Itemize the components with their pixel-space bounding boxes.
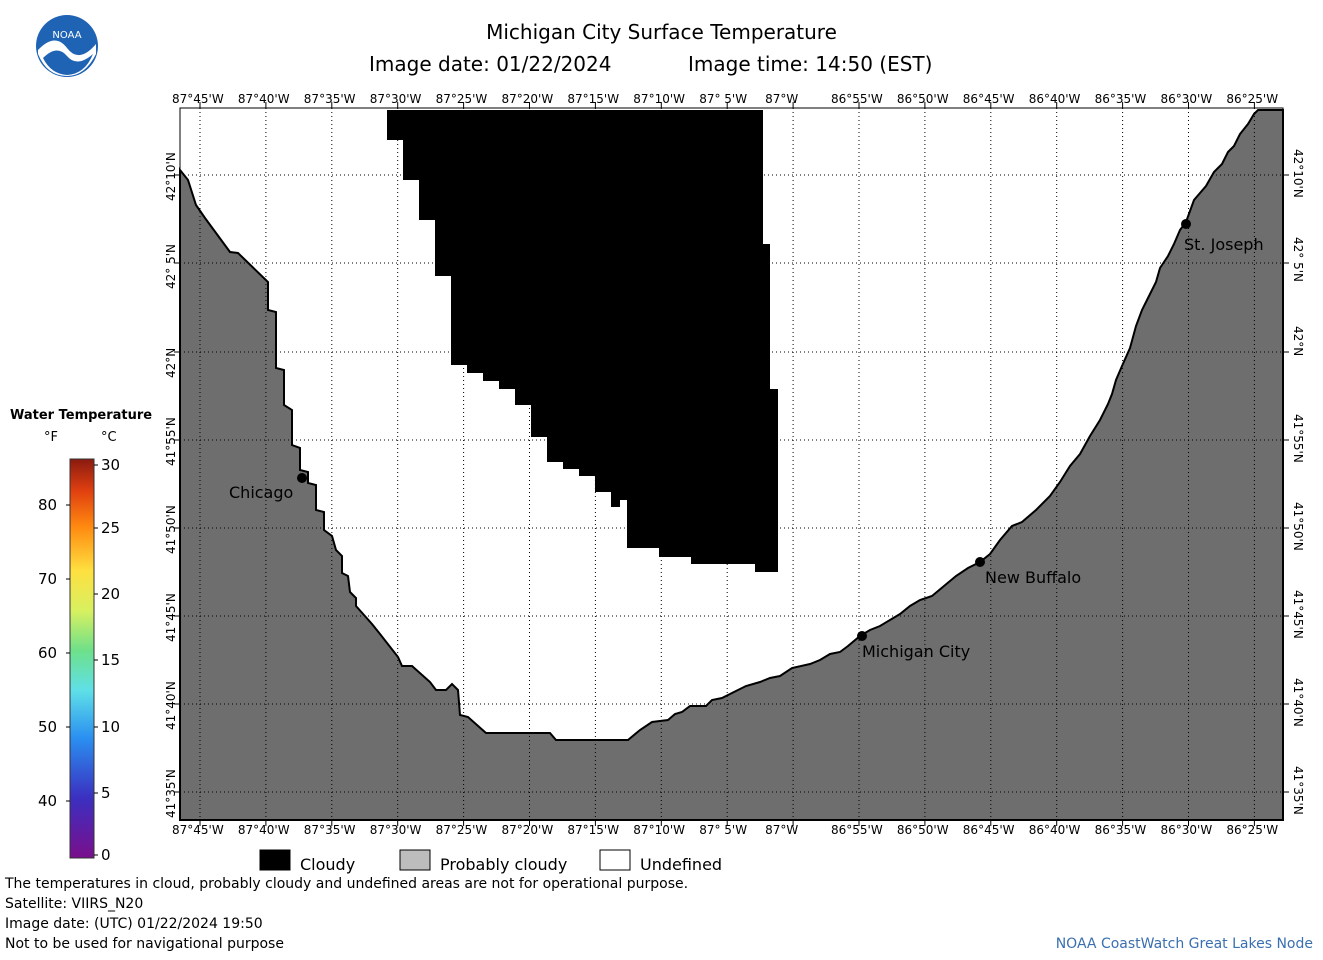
colorbar-c-tick: 30	[101, 456, 121, 474]
footer-credit: NOAA CoastWatch Great Lakes Node	[1055, 936, 1313, 952]
city-label-new-buffalo: New Buffalo	[985, 568, 1081, 587]
city-label-chicago: Chicago	[229, 483, 293, 502]
latitude-tick-label: 41°45'N	[164, 593, 178, 642]
longitude-tick-label: 86°45'W	[962, 92, 1015, 106]
city-marker-st-joseph	[1181, 219, 1191, 229]
frame-ticks	[174, 102, 1289, 826]
latitude-tick-label: 42°N	[1291, 326, 1305, 357]
longitude-tick-label: 87°25'W	[435, 92, 488, 106]
latitude-tick-label: 41°55'N	[164, 417, 178, 466]
longitude-tick-label: 87°20'W	[501, 823, 554, 837]
city-label-st-joseph: St. Joseph	[1184, 235, 1264, 254]
colorbar-f-tick: 40	[38, 792, 58, 810]
longitude-tick-label: 87°W	[765, 823, 799, 837]
land-west	[179, 109, 1284, 821]
colorbar-c-tick: 5	[101, 784, 111, 802]
footer-nav-warning: Not to be used for navigational purpose	[5, 936, 284, 952]
longitude-tick-label: 87°40'W	[237, 823, 290, 837]
noaa-logo-icon: NOAA	[35, 14, 99, 78]
legend-undefined-label: Undefined	[640, 855, 723, 874]
map-title: Michigan City Surface Temperature	[486, 20, 837, 44]
colorbar-unit-c: °C	[101, 430, 117, 445]
latitude-tick-label: 41°35'N	[164, 769, 178, 818]
latitude-tick-label: 41°55'N	[1291, 414, 1305, 463]
footer-utc-date: Image date: (UTC) 01/22/2024 19:50	[5, 916, 263, 932]
city-label-michigan-city: Michigan City	[862, 642, 970, 661]
latitude-tick-label: 41°40'N	[1291, 678, 1305, 727]
latitude-tick-label: 41°35'N	[1291, 766, 1305, 815]
longitude-tick-label: 87° 5'W	[699, 92, 748, 106]
legend-probably-cloudy-swatch	[399, 849, 431, 871]
city-marker-chicago	[297, 473, 307, 483]
colorbar-c-tick: 20	[101, 585, 121, 603]
footer-satellite: Satellite: VIIRS_N20	[5, 896, 144, 912]
colorbar-f-tick: 50	[38, 718, 58, 736]
city-marker-new-buffalo	[975, 557, 985, 567]
longitude-tick-label: 87°30'W	[369, 823, 422, 837]
longitude-tick-label: 87°30'W	[369, 92, 422, 106]
longitude-tick-label: 87°45'W	[172, 92, 224, 106]
longitude-tick-label: 86°25'W	[1226, 92, 1279, 106]
latitude-tick-label: 41°50'N	[164, 505, 178, 554]
longitude-tick-label: 86°45'W	[962, 823, 1015, 837]
longitude-tick-label: 87°25'W	[435, 823, 488, 837]
latitude-tick-label: 41°45'N	[1291, 590, 1305, 639]
colorbar-unit-f: °F	[44, 430, 58, 445]
longitude-tick-label: 87° 5'W	[699, 823, 748, 837]
longitude-tick-label: 87°45'W	[172, 823, 224, 837]
legend-undefined-swatch	[599, 849, 631, 871]
longitude-tick-label: 86°30'W	[1160, 92, 1213, 106]
longitude-tick-label: 86°40'W	[1028, 823, 1081, 837]
longitude-tick-label: 87°20'W	[501, 92, 554, 106]
footer-note: The temperatures in cloud, probably clou…	[5, 876, 689, 892]
colorbar-c-tick: 10	[101, 718, 121, 736]
legend-probably-cloudy-label: Probably cloudy	[440, 855, 568, 874]
temperature-colorbar	[69, 458, 95, 859]
latitude-tick-label: 41°40'N	[164, 681, 178, 730]
colorbar-f-tick: 60	[38, 644, 58, 662]
longitude-tick-label: 86°55'W	[831, 823, 883, 837]
longitude-tick-label: 86°30'W	[1160, 823, 1213, 837]
longitude-tick-label: 87°35'W	[303, 823, 356, 837]
colorbar-c-tick: 25	[101, 519, 121, 537]
longitude-tick-label: 86°35'W	[1094, 823, 1147, 837]
longitude-tick-label: 86°50'W	[896, 823, 949, 837]
cloud-region	[387, 110, 778, 572]
longitude-tick-label: 87°35'W	[303, 92, 356, 106]
longitude-tick-label: 87°15'W	[567, 823, 620, 837]
latitude-tick-label: 41°50'N	[1291, 502, 1305, 551]
legend-cloudy-swatch	[259, 849, 291, 871]
image-date: Image date: 01/22/2024	[369, 52, 612, 76]
longitude-tick-label: 87°10'W	[633, 92, 685, 106]
colorbar-c-tick: 15	[101, 651, 121, 669]
longitude-tick-label: 86°25'W	[1226, 823, 1279, 837]
longitude-tick-label: 87°40'W	[237, 92, 290, 106]
legend-cloudy-label: Cloudy	[300, 855, 356, 874]
image-time: Image time: 14:50 (EST)	[688, 52, 933, 76]
longitude-tick-label: 86°55'W	[831, 92, 883, 106]
logo-text: NOAA	[52, 30, 81, 41]
colorbar-f-tick: 70	[38, 570, 58, 588]
longitude-tick-label: 87°15'W	[567, 92, 620, 106]
colorbar-f-tick: 80	[38, 496, 58, 514]
latitude-tick-label: 42°10'N	[164, 152, 178, 201]
longitude-tick-label: 86°40'W	[1028, 92, 1081, 106]
map-frame	[179, 107, 1284, 821]
city-marker-michigan-city	[857, 631, 867, 641]
colorbar-c-tick: 0	[101, 846, 111, 864]
latitude-tick-label: 42°10'N	[1291, 149, 1305, 198]
latitude-tick-label: 42°N	[164, 347, 178, 378]
longitude-tick-label: 87°10'W	[633, 823, 685, 837]
colorbar-title: Water Temperature	[10, 408, 153, 423]
longitude-tick-label: 87°W	[765, 92, 799, 106]
longitude-tick-label: 86°35'W	[1094, 92, 1147, 106]
longitude-tick-label: 86°50'W	[896, 92, 949, 106]
colorbar-ticks	[66, 464, 98, 856]
latitude-tick-label: 42° 5'N	[1291, 237, 1305, 282]
graticule	[180, 108, 1283, 820]
latitude-tick-label: 42° 5'N	[164, 244, 178, 289]
